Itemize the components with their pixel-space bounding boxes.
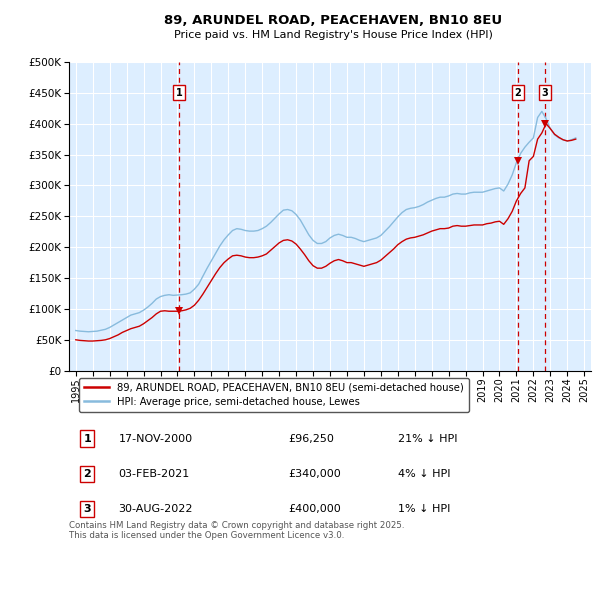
- Text: 30-AUG-2022: 30-AUG-2022: [119, 504, 193, 514]
- Text: Price paid vs. HM Land Registry's House Price Index (HPI): Price paid vs. HM Land Registry's House …: [173, 31, 493, 40]
- Legend: 89, ARUNDEL ROAD, PEACEHAVEN, BN10 8EU (semi-detached house), HPI: Average price: 89, ARUNDEL ROAD, PEACEHAVEN, BN10 8EU (…: [79, 378, 469, 411]
- Text: 17-NOV-2000: 17-NOV-2000: [119, 434, 193, 444]
- Text: 21% ↓ HPI: 21% ↓ HPI: [398, 434, 457, 444]
- Text: 3: 3: [541, 88, 548, 98]
- Text: 1: 1: [83, 434, 91, 444]
- Text: 89, ARUNDEL ROAD, PEACEHAVEN, BN10 8EU: 89, ARUNDEL ROAD, PEACEHAVEN, BN10 8EU: [164, 14, 502, 27]
- Text: 2: 2: [83, 469, 91, 479]
- Text: 3: 3: [83, 504, 91, 514]
- Text: 2: 2: [515, 88, 521, 98]
- Text: 03-FEB-2021: 03-FEB-2021: [119, 469, 190, 479]
- Text: Contains HM Land Registry data © Crown copyright and database right 2025.
This d: Contains HM Land Registry data © Crown c…: [69, 521, 404, 540]
- Text: £400,000: £400,000: [288, 504, 341, 514]
- Text: 1: 1: [176, 88, 182, 98]
- Text: 1% ↓ HPI: 1% ↓ HPI: [398, 504, 450, 514]
- Text: £96,250: £96,250: [288, 434, 334, 444]
- Text: £340,000: £340,000: [288, 469, 341, 479]
- Text: 4% ↓ HPI: 4% ↓ HPI: [398, 469, 451, 479]
